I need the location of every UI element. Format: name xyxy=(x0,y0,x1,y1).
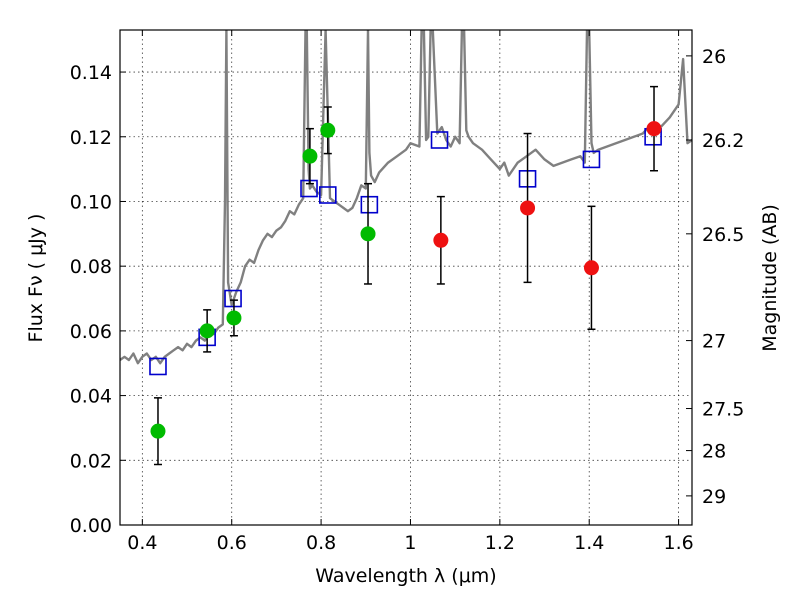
nir-data-point xyxy=(646,121,662,137)
optical-data-point xyxy=(360,226,376,242)
x-tick-label: 0.8 xyxy=(306,532,336,554)
model-square-marker xyxy=(300,179,318,198)
y-tick-label: 0.02 xyxy=(70,450,112,472)
optical-data-point xyxy=(226,310,242,326)
right-tick-label: 29 xyxy=(702,486,726,508)
optical-data-point xyxy=(320,122,336,138)
model-square-marker xyxy=(224,289,242,308)
plot-frame xyxy=(119,29,693,526)
y-tick-label: 0.06 xyxy=(70,321,112,343)
x-tick-label: 0.4 xyxy=(127,532,157,554)
model-square-marker xyxy=(318,186,337,204)
nir-data-point xyxy=(433,232,449,248)
model-square-marker xyxy=(430,131,449,149)
model-square-marker xyxy=(360,195,379,214)
right-tick-label: 27.5 xyxy=(702,399,744,421)
optical-data-point xyxy=(150,423,166,439)
grid xyxy=(120,30,692,526)
optical-data-point xyxy=(199,323,215,339)
x-axis-label: Wavelength λ (μm) xyxy=(315,565,496,587)
optical-data-point xyxy=(302,148,318,164)
x-tick-label: 1.2 xyxy=(485,532,515,554)
y-tick-label: 0.12 xyxy=(70,127,112,149)
right-tick-label: 26 xyxy=(702,46,726,68)
nir-data-point xyxy=(520,200,536,216)
y-tick-label: 0.08 xyxy=(70,256,112,278)
y-tick-label: 0.14 xyxy=(70,62,112,84)
plot-area xyxy=(120,30,692,466)
right-tick-label: 26.5 xyxy=(702,224,744,246)
x-tick-label: 1 xyxy=(404,532,416,554)
y-axis-label: Flux Fν ( μJy ) xyxy=(25,214,47,343)
right-axis-label: Magnitude (AB) xyxy=(759,204,781,352)
x-tick-label: 1.6 xyxy=(663,532,693,554)
nir-data-point xyxy=(583,260,599,276)
right-tick-label: 27 xyxy=(702,331,726,353)
x-tick-label: 0.6 xyxy=(217,532,247,554)
y-tick-label: 0.10 xyxy=(70,191,112,213)
y-tick-label: 0.04 xyxy=(70,386,112,408)
right-tick-label: 26.2 xyxy=(702,130,744,152)
model-square-marker xyxy=(149,357,167,376)
sed-model-line xyxy=(120,30,692,365)
axis-ticks: 0.4 0.6 0.8 1 1.2 1.4 1.6 0.00 0.02 0.04 0.06 0.08 0… xyxy=(70,30,744,554)
y-tick-label: 0.00 xyxy=(70,515,112,537)
model-square-marker xyxy=(582,150,601,169)
right-tick-label: 28 xyxy=(702,441,726,463)
x-tick-label: 1.4 xyxy=(574,532,604,554)
